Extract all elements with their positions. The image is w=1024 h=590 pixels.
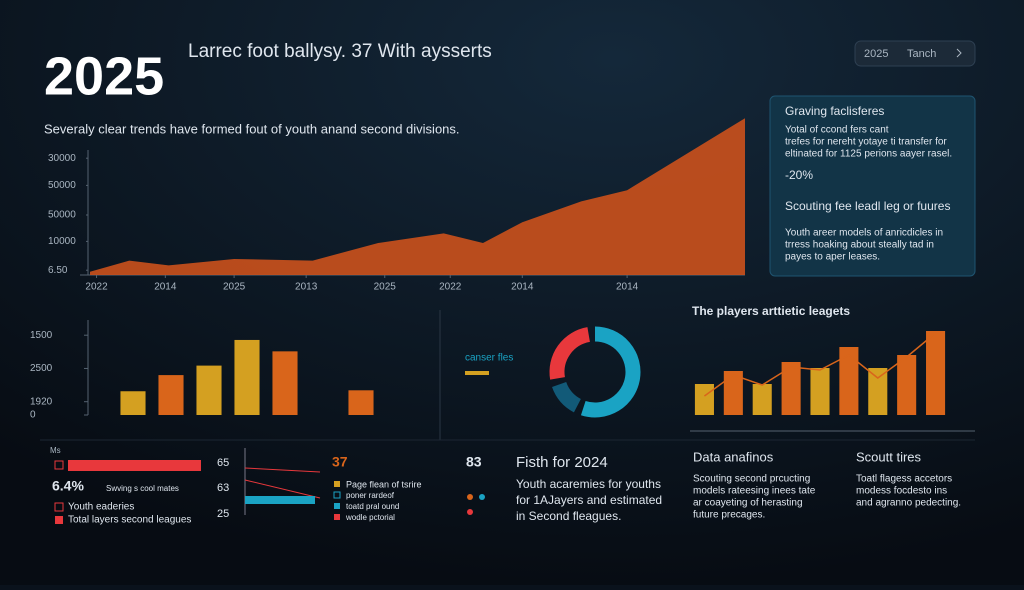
bar bbox=[348, 390, 374, 415]
legend-box bbox=[333, 491, 341, 499]
bar bbox=[839, 347, 859, 415]
legend-box bbox=[54, 460, 64, 470]
area bbox=[90, 118, 745, 275]
x-tick-label: 2014 bbox=[616, 282, 639, 293]
y-tick-label: 50000 bbox=[48, 180, 76, 191]
mini-line bbox=[244, 467, 321, 473]
bar bbox=[694, 384, 714, 415]
dot bbox=[479, 494, 485, 500]
x-tick-label: 2014 bbox=[511, 282, 534, 293]
info-subtitle: Scouting fee leadl leg or fuures bbox=[785, 199, 950, 213]
left-legend: Youth eaderies bbox=[68, 502, 134, 513]
y-tick-label: 50000 bbox=[48, 210, 76, 221]
scout-line: modess focdesto ins bbox=[856, 486, 947, 497]
dot bbox=[467, 494, 473, 500]
info-line: trefes for nereht yotaye ti transfer for bbox=[785, 137, 947, 148]
bar bbox=[272, 351, 298, 415]
left-label: 63 bbox=[217, 482, 229, 494]
info-stat: -20% bbox=[785, 168, 813, 182]
bar bbox=[196, 365, 222, 415]
period-button[interactable] bbox=[854, 40, 976, 67]
scout-line: Toatl flagess accetors bbox=[856, 474, 952, 485]
left-note: Swving s cool mates bbox=[106, 484, 179, 493]
middle-legend: toatd pral ound bbox=[346, 502, 399, 511]
left-label: 25 bbox=[217, 508, 229, 520]
y-tick-label: 1920 bbox=[30, 396, 53, 407]
left-legend: Total layers second leagues bbox=[68, 515, 191, 526]
year: 2025 bbox=[44, 46, 164, 106]
middle-number: 37 bbox=[332, 454, 348, 470]
button-year: 2025 bbox=[864, 48, 888, 60]
middle-legend: poner rardeof bbox=[346, 491, 395, 500]
y-tick-label: 10000 bbox=[48, 236, 76, 247]
info-line: Yotal of ccond fers cant bbox=[785, 125, 889, 136]
bar bbox=[120, 391, 146, 415]
donut-segment bbox=[580, 326, 641, 418]
y-tick-label: 30000 bbox=[48, 153, 76, 164]
middle-title: Page flean of tsrire bbox=[346, 479, 422, 489]
red-bar bbox=[68, 460, 201, 471]
youth-line: for 1AJayers and estimated bbox=[516, 493, 662, 507]
donut-segment bbox=[552, 381, 582, 413]
info-line: Youth areer models of anricdicles in bbox=[785, 228, 943, 239]
y-tick-label: 6.50 bbox=[48, 265, 68, 276]
mini-bar bbox=[245, 496, 315, 504]
x-tick-label: 2025 bbox=[223, 282, 246, 293]
scout-title: Scoutt tires bbox=[856, 449, 922, 464]
bar bbox=[158, 375, 184, 415]
info-panel bbox=[769, 95, 976, 277]
x-tick-label: 2025 bbox=[374, 282, 397, 293]
x-tick-label: 2013 bbox=[295, 282, 318, 293]
info-line: trress hoaking about steally tad in bbox=[785, 240, 934, 251]
dot bbox=[467, 509, 473, 515]
youth-line: in Second fleagues. bbox=[516, 509, 621, 523]
left-stat: 6.4% bbox=[52, 478, 84, 494]
line bbox=[704, 332, 937, 397]
legend-box bbox=[334, 481, 340, 487]
left-label: 65 bbox=[217, 457, 229, 469]
data-line: models rateesing inees tate bbox=[693, 486, 816, 497]
x-tick-label: 2022 bbox=[85, 282, 108, 293]
data-title: Data anafinos bbox=[693, 449, 774, 464]
data-line: ar coayeting of herasting bbox=[693, 498, 803, 509]
scout-line: and agranno pedecting. bbox=[856, 498, 961, 509]
bar bbox=[897, 355, 917, 415]
description: Severaly clear trends have formed fout o… bbox=[44, 121, 460, 136]
button-label: Tanch bbox=[907, 48, 936, 60]
data-line: Scouting second prcucting bbox=[693, 474, 810, 485]
bar bbox=[810, 368, 830, 415]
legend-box bbox=[334, 503, 340, 509]
y-tick-label: 1500 bbox=[30, 330, 53, 341]
legend-box bbox=[334, 514, 340, 520]
bar bbox=[752, 384, 772, 415]
youth-title: Fisth for 2024 bbox=[516, 454, 608, 471]
middle-legend: wodle pctorial bbox=[345, 513, 395, 522]
info-line: payes to aper leases. bbox=[785, 252, 880, 263]
legend-box bbox=[55, 516, 63, 524]
donut-segment bbox=[549, 327, 591, 380]
youth-number: 83 bbox=[466, 454, 482, 470]
chart-title: The players arttietic leagets bbox=[692, 304, 850, 318]
y-tick-label: 0 bbox=[30, 410, 36, 421]
x-tick-label: 2014 bbox=[154, 282, 177, 293]
corner-label: Ms bbox=[50, 446, 61, 455]
bar bbox=[926, 331, 946, 415]
legend-box bbox=[54, 502, 64, 512]
pie-label: canser fles bbox=[465, 353, 513, 364]
data-line: future precages. bbox=[693, 510, 765, 521]
y-tick-label: 2500 bbox=[30, 363, 53, 374]
mini-line bbox=[244, 479, 321, 499]
chevron bbox=[956, 48, 962, 58]
bar bbox=[868, 368, 888, 415]
info-line: eltinated for 1125 perions aayer rasel. bbox=[785, 149, 952, 160]
x-tick-label: 2022 bbox=[439, 282, 462, 293]
bar bbox=[234, 339, 260, 415]
bar bbox=[723, 371, 743, 415]
info-title: Graving faclisferes bbox=[785, 104, 884, 118]
pie-legend-swatch bbox=[465, 371, 489, 375]
bar bbox=[781, 362, 801, 415]
youth-line: Youth acaremies for youths bbox=[516, 477, 661, 491]
page-title: Larrec foot ballysy. 37 With aysserts bbox=[188, 41, 492, 62]
